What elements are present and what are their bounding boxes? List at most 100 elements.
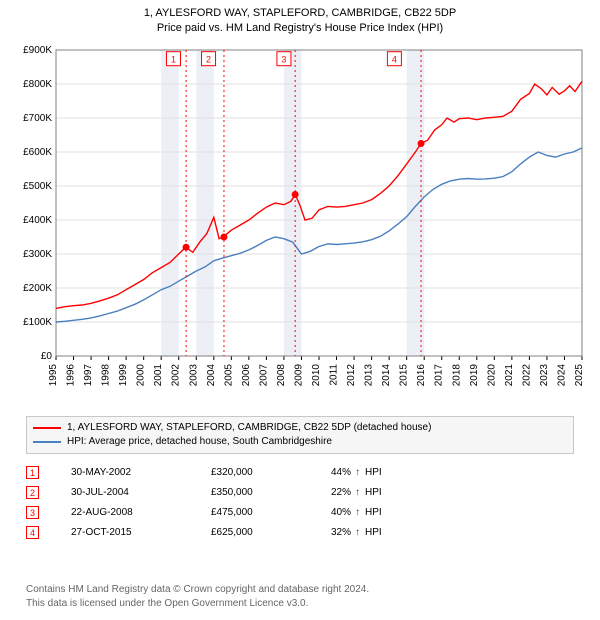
transaction-table: 130-MAY-2002£320,00044%↑HPI230-JUL-2004£…	[26, 462, 574, 542]
marker-number: 3	[281, 55, 286, 65]
tx-date: 27-OCT-2015	[71, 527, 211, 538]
table-row: 1 30-MAY-2002£320,00044% ↑HPI	[26, 462, 574, 482]
tx-hpi-label: HPI	[365, 487, 405, 498]
marker-dot	[183, 244, 190, 251]
table-row: 4 27-OCT-2015£625,00032% ↑HPI	[26, 522, 574, 542]
chart-container: £0 £100K £200K £300K £400K £500K £600K £700K £80…	[12, 44, 588, 404]
x-tick-label: 1997	[83, 364, 94, 387]
x-tick-label: 2019	[469, 364, 480, 387]
tx-date: 30-MAY-2002	[71, 467, 211, 478]
legend-label: HPI: Average price, detached house, Sout…	[67, 435, 332, 449]
y-tick-label: £900K	[23, 45, 52, 56]
chart-title-block: 1, AYLESFORD WAY, STAPLEFORD, CAMBRIDGE,…	[0, 0, 600, 36]
y-tick-label: £500K	[23, 181, 52, 192]
y-tick-label: £0	[41, 351, 53, 362]
tx-hpi-label: HPI	[365, 507, 405, 518]
tx-pct: 22%	[311, 487, 351, 498]
footer-line2: This data is licensed under the Open Gov…	[26, 597, 574, 611]
tx-price: £350,000	[211, 487, 311, 498]
marker-number: 2	[206, 55, 211, 65]
x-tick-label: 2021	[504, 364, 515, 387]
x-tick-label: 2003	[188, 364, 199, 387]
x-tick-label: 2016	[416, 364, 427, 387]
x-tick-label: 2010	[311, 364, 322, 387]
x-tick-label: 2023	[539, 364, 550, 387]
footer-line1: Contains HM Land Registry data © Crown c…	[26, 583, 574, 597]
x-tick-label: 1998	[101, 364, 112, 387]
legend-item: HPI: Average price, detached house, Sout…	[33, 435, 567, 449]
page-root: 1, AYLESFORD WAY, STAPLEFORD, CAMBRIDGE,…	[0, 0, 600, 620]
tx-pct: 44%	[311, 467, 351, 478]
y-tick-label: £800K	[23, 79, 52, 90]
up-arrow-icon: ↑	[355, 467, 365, 478]
x-tick-label: 2018	[451, 364, 462, 387]
tx-index-box: 1	[26, 466, 39, 479]
y-tick-label: £100K	[23, 317, 52, 328]
tx-date: 30-JUL-2004	[71, 487, 211, 498]
tx-pct: 32%	[311, 527, 351, 538]
up-arrow-icon: ↑	[355, 487, 365, 498]
price-chart: £0 £100K £200K £300K £400K £500K £600K £700K £80…	[12, 44, 588, 404]
series-property	[56, 81, 582, 308]
tx-price: £475,000	[211, 507, 311, 518]
x-tick-label: 2001	[153, 364, 164, 387]
x-tick-label: 2017	[434, 364, 445, 387]
x-tick-label: 2009	[293, 364, 304, 387]
y-tick-label: £400K	[23, 215, 52, 226]
x-tick-label: 2024	[556, 364, 567, 387]
x-tick-label: 2012	[346, 364, 357, 387]
legend-swatch	[33, 441, 61, 443]
recession-band	[161, 50, 179, 356]
x-tick-label: 2013	[364, 364, 375, 387]
y-tick-label: £600K	[23, 147, 52, 158]
x-tick-label: 2008	[276, 364, 287, 387]
x-tick-label: 2002	[171, 364, 182, 387]
table-row: 2 30-JUL-2004£350,00022% ↑HPI	[26, 482, 574, 502]
y-tick-label: £200K	[23, 283, 52, 294]
chart-title-line2: Price paid vs. HM Land Registry's House …	[0, 21, 600, 36]
legend-swatch	[33, 427, 61, 429]
marker-dot	[292, 191, 299, 198]
recession-band	[407, 50, 425, 356]
tx-index-box: 3	[26, 506, 39, 519]
marker-number: 4	[392, 55, 397, 65]
legend-item: 1, AYLESFORD WAY, STAPLEFORD, CAMBRIDGE,…	[33, 421, 567, 435]
up-arrow-icon: ↑	[355, 507, 365, 518]
marker-dot	[418, 140, 425, 147]
y-tick-label: £700K	[23, 113, 52, 124]
marker-dot	[220, 234, 227, 241]
x-tick-label: 1996	[66, 364, 77, 387]
tx-price: £625,000	[211, 527, 311, 538]
up-arrow-icon: ↑	[355, 527, 365, 538]
tx-date: 22-AUG-2008	[71, 507, 211, 518]
x-tick-label: 2025	[574, 364, 585, 387]
x-tick-label: 2006	[241, 364, 252, 387]
legend-label: 1, AYLESFORD WAY, STAPLEFORD, CAMBRIDGE,…	[67, 421, 431, 435]
x-tick-label: 2014	[381, 364, 392, 387]
table-row: 3 22-AUG-2008£475,00040% ↑HPI	[26, 502, 574, 522]
x-tick-label: 2004	[206, 364, 217, 387]
x-tick-label: 2011	[329, 364, 340, 386]
tx-hpi-label: HPI	[365, 527, 405, 538]
x-tick-label: 2020	[486, 364, 497, 387]
x-tick-label: 2005	[223, 364, 234, 387]
tx-index-box: 4	[26, 526, 39, 539]
x-tick-label: 1995	[48, 364, 59, 387]
x-tick-label: 2007	[258, 364, 269, 387]
tx-hpi-label: HPI	[365, 467, 405, 478]
legend: 1, AYLESFORD WAY, STAPLEFORD, CAMBRIDGE,…	[26, 416, 574, 454]
tx-index-box: 2	[26, 486, 39, 499]
x-tick-label: 2000	[136, 364, 147, 387]
x-tick-label: 2022	[521, 364, 532, 387]
tx-price: £320,000	[211, 467, 311, 478]
license-footer: Contains HM Land Registry data © Crown c…	[26, 583, 574, 610]
x-tick-label: 1999	[118, 364, 129, 387]
plot-border	[56, 50, 582, 356]
tx-pct: 40%	[311, 507, 351, 518]
marker-number: 1	[171, 55, 176, 65]
recession-band	[196, 50, 214, 356]
chart-title-line1: 1, AYLESFORD WAY, STAPLEFORD, CAMBRIDGE,…	[0, 6, 600, 21]
y-tick-label: £300K	[23, 249, 52, 260]
series-hpi	[56, 148, 582, 322]
x-tick-label: 2015	[399, 364, 410, 387]
